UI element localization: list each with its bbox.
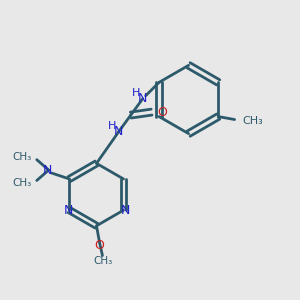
Text: H: H (132, 88, 140, 98)
Text: N: N (120, 204, 130, 217)
Text: CH₃: CH₃ (12, 178, 32, 188)
Text: O: O (157, 106, 167, 118)
Text: N: N (138, 92, 147, 105)
Text: CH₃: CH₃ (93, 256, 113, 266)
Text: N: N (63, 204, 73, 217)
Text: H: H (108, 121, 116, 131)
Text: CH₃: CH₃ (12, 152, 32, 162)
Text: N: N (114, 125, 124, 138)
Text: O: O (94, 238, 104, 252)
Text: CH₃: CH₃ (242, 116, 263, 126)
Text: N: N (43, 164, 52, 177)
